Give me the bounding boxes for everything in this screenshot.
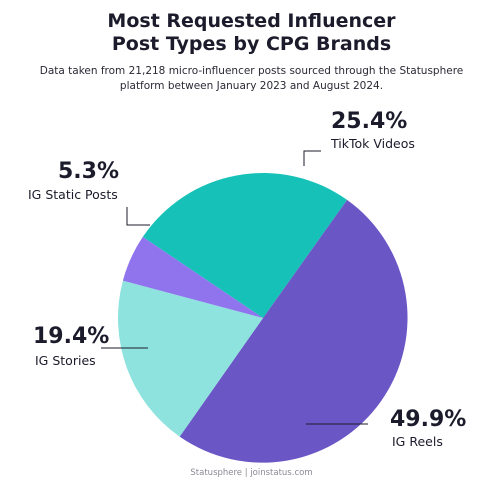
label-ig-reels: 49.9% IG Reels [390,407,466,449]
leader-lines [101,150,368,425]
label-ig-static-posts: 5.3% IG Static Posts [28,159,119,202]
leader-tiktok [303,150,321,166]
pie-slice-ig-static-posts [122,236,263,318]
slice-percent-tiktok: 25.4% [331,109,407,134]
slice-name-ig-static: IG Static Posts [28,187,118,202]
slice-percent-ig-reels: 49.9% [390,407,466,432]
footer-credit: Statusphere | joinstatus.com [190,468,313,478]
chart-subtitle-line-1: Data taken from 21,218 micro-influencer … [39,65,464,77]
label-tiktok-videos: 25.4% TikTok Videos [330,109,415,151]
chart-subtitle: Data taken from 21,218 micro-influencer … [20,64,483,94]
chart-subtitle-line-2: platform between January 2023 and August… [119,80,384,92]
chart-title-line-2: Post Types by CPG Brands [111,33,392,55]
pie-slice-ig-reels [179,199,408,463]
label-ig-stories: 19.4% IG Stories [33,324,109,368]
chart-title: Most Requested Influencer Post Types by … [0,10,503,56]
pie-slices [118,173,408,463]
leader-ig-static [126,207,150,226]
slice-percent-ig-stories: 19.4% [33,324,109,349]
slice-name-ig-reels: IG Reels [392,434,443,449]
chart-title-line-1: Most Requested Influencer [107,10,396,32]
slice-name-tiktok: TikTok Videos [330,136,415,151]
slice-name-ig-stories: IG Stories [35,353,96,368]
pie-slice-tiktok-videos [142,173,348,318]
slice-percent-ig-static: 5.3% [58,159,119,184]
pie-slice-ig-stories [118,280,264,437]
